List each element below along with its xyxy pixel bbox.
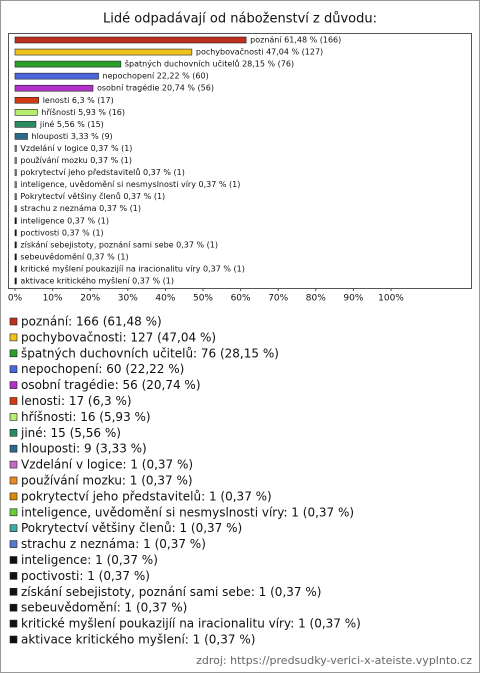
legend-swatch xyxy=(9,603,18,612)
legend-swatch xyxy=(9,365,18,374)
value-label: pokrytectví jeho představitelů 0,37 % (1… xyxy=(20,167,184,177)
x-tick-label: 30% xyxy=(118,294,138,304)
value-label: poznání 61,48 % (166) xyxy=(250,36,341,45)
bar xyxy=(14,205,17,212)
value-label: sebeuvědomění 0,37 % (1) xyxy=(20,252,128,261)
legend-swatch xyxy=(9,317,18,326)
bar xyxy=(14,181,17,188)
legend-label: nepochopení: 60 (22,22 %) xyxy=(21,362,184,376)
value-label: hříšnosti 5,93 % (16) xyxy=(41,107,125,117)
bar xyxy=(14,84,94,92)
legend-label: inteligence, uvědomění si nesmyslnosti v… xyxy=(21,505,354,519)
value-label: aktivace kritického myšlení 0,37 % (1) xyxy=(20,276,174,286)
bar xyxy=(14,145,17,152)
legend-swatch xyxy=(9,428,18,437)
bar xyxy=(14,217,17,225)
legend-label: aktivace kritického myšlení: 1 (0,37 %) xyxy=(21,633,255,647)
value-label: Pokrytectví většiny členů 0,37 % (1) xyxy=(20,191,165,201)
legend-swatch xyxy=(9,492,18,501)
value-label: získání sebejistoty, poznání sami sebe 0… xyxy=(20,240,218,249)
legend-swatch xyxy=(9,587,18,596)
value-label: používání mozku 0,37 % (1) xyxy=(20,156,132,165)
value-label: špatných duchovních učitelů 28,15 % (76) xyxy=(125,59,294,69)
x-tick-label: 100% xyxy=(378,294,404,304)
x-tick-label: 10% xyxy=(43,294,63,304)
legend-swatch xyxy=(9,572,18,580)
legend-label: strachu z neznáma: 1 (0,37 %) xyxy=(21,537,206,551)
legend-swatch xyxy=(9,508,18,517)
value-label: osobní tragédie 20,74 % (56) xyxy=(97,83,214,93)
x-tick-label: 70% xyxy=(268,294,288,304)
bar xyxy=(14,96,39,104)
bar xyxy=(14,60,122,68)
legend-swatch xyxy=(9,460,18,469)
legend-label: získání sebejistoty, poznání sami sebe: … xyxy=(21,585,321,599)
value-label: pochybovačnosti 47,04 % (127) xyxy=(196,47,323,57)
legend-label: hříšnosti: 16 (5,93 %) xyxy=(21,410,151,424)
legend-swatch xyxy=(9,619,18,628)
value-label: jiné 5,56 % (15) xyxy=(39,119,104,129)
bar xyxy=(14,72,99,80)
legend-swatch xyxy=(9,476,18,485)
value-label: hlouposti 3,33 % (9) xyxy=(32,132,113,141)
value-label: kritické myšlení poukazijíí na iracional… xyxy=(20,263,244,273)
legend-label: poctivosti: 1 (0,37 %) xyxy=(21,569,150,583)
x-tick-label: 20% xyxy=(80,294,100,304)
x-tick-label: 40% xyxy=(155,294,175,304)
chart-title: Lidé odpadávají od náboženství z důvodu: xyxy=(103,12,377,27)
bar xyxy=(14,36,247,44)
legend-swatch xyxy=(9,381,18,389)
x-tick-label: 50% xyxy=(193,294,213,304)
legend-label: sebeuvědomění: 1 (0,37 %) xyxy=(21,601,187,615)
legend-label: hlouposti: 9 (3,33 %) xyxy=(21,442,147,456)
value-label: strachu z neznáma 0,37 % (1) xyxy=(20,204,141,213)
legend-label: lenosti: 17 (6,3 %) xyxy=(21,394,132,408)
value-label: poctivosti 0,37 % (1) xyxy=(20,228,103,237)
value-label: inteligence 0,37 % (1) xyxy=(20,216,109,225)
legend-swatch xyxy=(9,349,18,358)
bar xyxy=(14,229,17,237)
legend-swatch xyxy=(9,413,18,421)
bar xyxy=(14,169,17,176)
legend-label: špatných duchovních učitelů: 76 (28,15 %… xyxy=(21,346,279,360)
legend-label: inteligence: 1 (0,37 %) xyxy=(21,553,158,567)
bar xyxy=(14,157,17,164)
value-label: inteligence, uvědomění si nesmysl­nosti … xyxy=(20,180,240,189)
legend-swatch xyxy=(9,444,18,453)
bar xyxy=(14,48,193,56)
bar xyxy=(14,277,17,285)
value-label: nepochopení 22,22 % (60) xyxy=(103,72,209,81)
legend-label: pochybovačnosti: 127 (47,04 %) xyxy=(21,330,216,344)
legend-label: osobní tragédie: 56 (20,74 %) xyxy=(21,378,201,392)
legend-swatch xyxy=(9,635,18,644)
x-tick-label: 80% xyxy=(306,294,326,304)
legend-label: Pokrytectví většiny členů: 1 (0,37 %) xyxy=(21,521,242,535)
legend-swatch xyxy=(9,333,18,342)
legend-label: jiné: 15 (5,56 %) xyxy=(20,426,121,440)
bar xyxy=(14,253,17,261)
legend-swatch xyxy=(9,540,18,548)
legend-swatch xyxy=(9,556,18,564)
bar xyxy=(14,121,37,128)
legend-swatch xyxy=(9,397,18,405)
legend-label: Vzdelání v logice: 1 (0,37 %) xyxy=(21,458,193,472)
bar xyxy=(14,265,17,273)
bar xyxy=(14,193,17,200)
legend-label: kritické myšlení poukazijíí na iracional… xyxy=(21,617,361,631)
legend-label: používání mozku: 1 (0,37 %) xyxy=(21,474,193,488)
value-label: lenosti 6,3 % (17) xyxy=(43,96,114,105)
bar xyxy=(14,133,28,140)
legend-label: pokrytectví jeho představitelů: 1 (0,37 … xyxy=(21,489,272,503)
x-tick-label: 90% xyxy=(343,294,363,304)
source: zdroj: https://predsudky-verici-x-ateist… xyxy=(196,654,472,667)
legend-label: poznání: 166 (61,48 %) xyxy=(21,315,162,329)
bar xyxy=(14,241,17,249)
legend-swatch xyxy=(9,524,18,533)
x-tick-label: 60% xyxy=(231,294,251,304)
x-tick-label: 0% xyxy=(8,294,23,304)
value-label: Vzdelání v logice 0,37 % (1) xyxy=(20,144,132,153)
bar xyxy=(14,109,38,116)
